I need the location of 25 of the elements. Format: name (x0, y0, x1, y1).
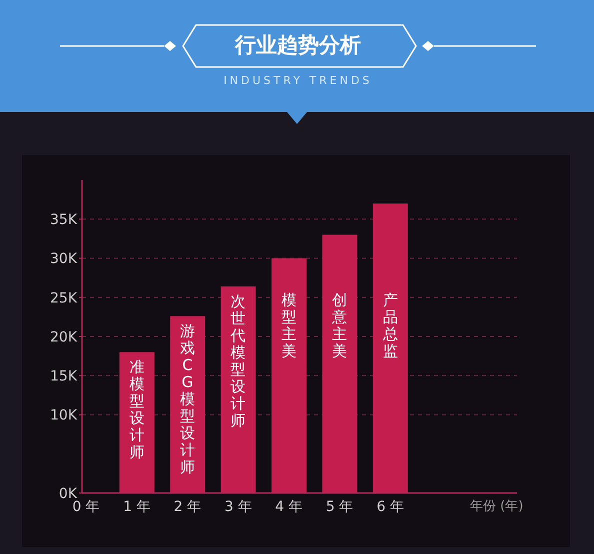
y-tick-label: 25K (50, 290, 78, 306)
x-axis-title: 年份 (年) (470, 498, 524, 515)
bar (322, 234, 358, 493)
y-tick-label: 10K (50, 408, 78, 424)
x-tick-label: 3 年 (224, 498, 252, 515)
x-tick-label: 1 年 (123, 498, 150, 515)
bar (272, 258, 307, 493)
x-tick-label: 6 年 (376, 498, 404, 515)
x-tick-label: 2 年 (174, 498, 202, 515)
y-tick-label: 20K (50, 329, 78, 346)
x-tick-label: 5 年 (326, 498, 354, 515)
chart-title: 行业趋势分析 (234, 32, 362, 59)
y-tick-label: 30K (50, 251, 78, 268)
y-tick-label: 35K (50, 212, 78, 228)
text: 游戏CG模型设计师 (180, 322, 195, 476)
y-tick-label: 15K (50, 368, 78, 385)
bar (220, 286, 256, 493)
annotation: 产品总监 (382, 291, 398, 360)
chart-subtitle: INDUSTRY TRENDS (222, 74, 374, 87)
annotation: 创意主美 (331, 291, 348, 360)
bar (372, 203, 408, 493)
annotation: 模型主美 (281, 291, 296, 360)
annotation: 准模型设计师 (129, 358, 144, 462)
x-tick-label: 4 年 (275, 498, 303, 515)
annotation: 次世代模型设计师 (230, 292, 246, 430)
